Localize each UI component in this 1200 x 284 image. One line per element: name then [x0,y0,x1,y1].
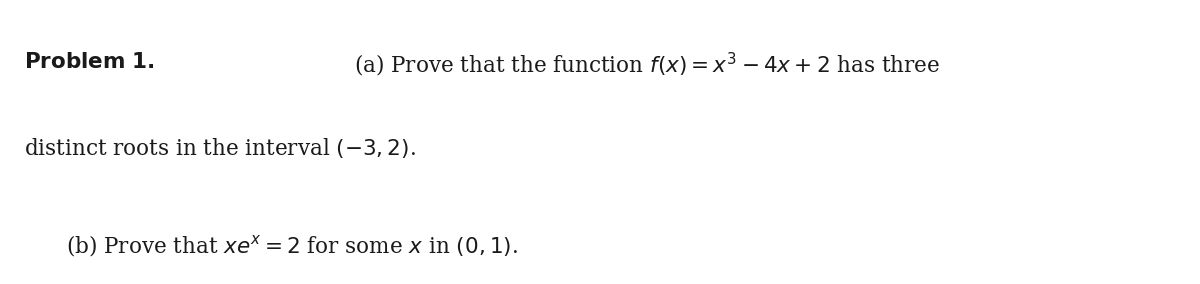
Text: $\mathbf{Problem\ 1.}$: $\mathbf{Problem\ 1.}$ [24,51,155,73]
Text: (a) Prove that the function $f(x) = x^3 - 4x + 2$ has three: (a) Prove that the function $f(x) = x^3 … [354,51,940,79]
Text: distinct roots in the interval $(-3, 2)$.: distinct roots in the interval $(-3, 2)$… [24,136,415,160]
Text: (b) Prove that $xe^x = 2$ for some $x$ in $(0, 1)$.: (b) Prove that $xe^x = 2$ for some $x$ i… [66,233,518,258]
